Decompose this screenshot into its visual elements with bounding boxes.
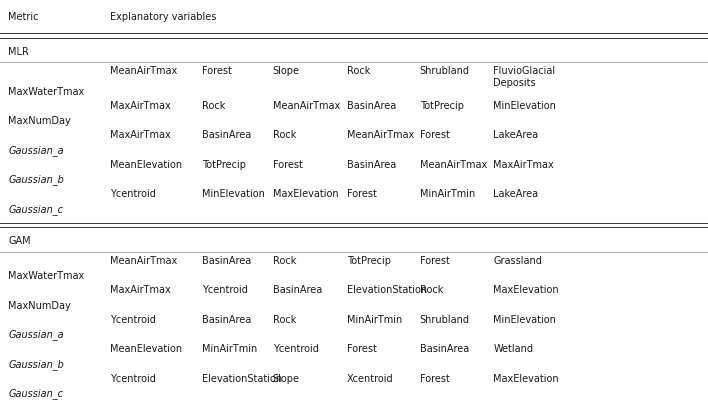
Text: BasinArea: BasinArea	[347, 160, 396, 170]
Text: MaxElevation: MaxElevation	[493, 374, 559, 384]
Text: Rock: Rock	[273, 256, 296, 266]
Text: Gaussian_c: Gaussian_c	[8, 204, 64, 215]
Text: MaxNumDay: MaxNumDay	[8, 116, 72, 126]
Text: Forest: Forest	[420, 256, 450, 266]
Text: Rock: Rock	[202, 101, 225, 111]
Text: BasinArea: BasinArea	[347, 101, 396, 111]
Text: BasinArea: BasinArea	[202, 315, 251, 325]
Text: Metric: Metric	[8, 12, 39, 22]
Text: BasinArea: BasinArea	[420, 344, 469, 354]
Text: MaxElevation: MaxElevation	[493, 285, 559, 295]
Text: MaxAirTmax: MaxAirTmax	[110, 101, 171, 111]
Text: Rock: Rock	[273, 315, 296, 325]
Text: BasinArea: BasinArea	[273, 285, 322, 295]
Text: MeanElevation: MeanElevation	[110, 160, 182, 170]
Text: MinElevation: MinElevation	[493, 315, 556, 325]
Text: Forest: Forest	[273, 160, 302, 170]
Text: MLR: MLR	[8, 47, 29, 57]
Text: TotPrecip: TotPrecip	[420, 101, 464, 111]
Text: Gaussian_c: Gaussian_c	[8, 388, 64, 399]
Text: MaxAirTmax: MaxAirTmax	[110, 285, 171, 295]
Text: Rock: Rock	[273, 130, 296, 140]
Text: MaxElevation: MaxElevation	[273, 189, 338, 199]
Text: Ycentroid: Ycentroid	[273, 344, 319, 354]
Text: MinAirTmin: MinAirTmin	[347, 315, 402, 325]
Text: Gaussian_b: Gaussian_b	[8, 174, 64, 185]
Text: Rock: Rock	[347, 66, 370, 76]
Text: MeanAirTmax: MeanAirTmax	[110, 256, 177, 266]
Text: Forest: Forest	[420, 374, 450, 384]
Text: BasinArea: BasinArea	[202, 256, 251, 266]
Text: Forest: Forest	[420, 130, 450, 140]
Text: Shrubland: Shrubland	[420, 315, 470, 325]
Text: Ycentroid: Ycentroid	[110, 189, 156, 199]
Text: MinAirTmin: MinAirTmin	[420, 189, 475, 199]
Text: Slope: Slope	[273, 66, 299, 76]
Text: LakeArea: LakeArea	[493, 189, 539, 199]
Text: Ycentroid: Ycentroid	[110, 315, 156, 325]
Text: MeanAirTmax: MeanAirTmax	[273, 101, 340, 111]
Text: Ycentroid: Ycentroid	[202, 285, 248, 295]
Text: Wetland: Wetland	[493, 344, 533, 354]
Text: Forest: Forest	[347, 189, 377, 199]
Text: Gaussian_a: Gaussian_a	[8, 145, 64, 156]
Text: Rock: Rock	[420, 285, 443, 295]
Text: ElevationStation: ElevationStation	[202, 374, 282, 384]
Text: ElevationStation: ElevationStation	[347, 285, 427, 295]
Text: Explanatory variables: Explanatory variables	[110, 12, 216, 22]
Text: Grassland: Grassland	[493, 256, 542, 266]
Text: Gaussian_b: Gaussian_b	[8, 359, 64, 370]
Text: Gaussian_a: Gaussian_a	[8, 329, 64, 340]
Text: TotPrecip: TotPrecip	[347, 256, 391, 266]
Text: Xcentroid: Xcentroid	[347, 374, 394, 384]
Text: MaxNumDay: MaxNumDay	[8, 301, 72, 311]
Text: Forest: Forest	[202, 66, 232, 76]
Text: MeanAirTmax: MeanAirTmax	[420, 160, 487, 170]
Text: MeanAirTmax: MeanAirTmax	[110, 66, 177, 76]
Text: MaxAirTmax: MaxAirTmax	[110, 130, 171, 140]
Text: Forest: Forest	[347, 344, 377, 354]
Text: Slope: Slope	[273, 374, 299, 384]
Text: MaxWaterTmax: MaxWaterTmax	[8, 271, 85, 281]
Text: MinAirTmin: MinAirTmin	[202, 344, 257, 354]
Text: MinElevation: MinElevation	[202, 189, 265, 199]
Text: GAM: GAM	[8, 236, 31, 246]
Text: MaxWaterTmax: MaxWaterTmax	[8, 86, 85, 97]
Text: Ycentroid: Ycentroid	[110, 374, 156, 384]
Text: MinElevation: MinElevation	[493, 101, 556, 111]
Text: BasinArea: BasinArea	[202, 130, 251, 140]
Text: FluvioGlacial
Deposits: FluvioGlacial Deposits	[493, 66, 556, 88]
Text: TotPrecip: TotPrecip	[202, 160, 246, 170]
Text: MaxAirTmax: MaxAirTmax	[493, 160, 554, 170]
Text: MeanAirTmax: MeanAirTmax	[347, 130, 414, 140]
Text: Shrubland: Shrubland	[420, 66, 470, 76]
Text: MeanElevation: MeanElevation	[110, 344, 182, 354]
Text: LakeArea: LakeArea	[493, 130, 539, 140]
